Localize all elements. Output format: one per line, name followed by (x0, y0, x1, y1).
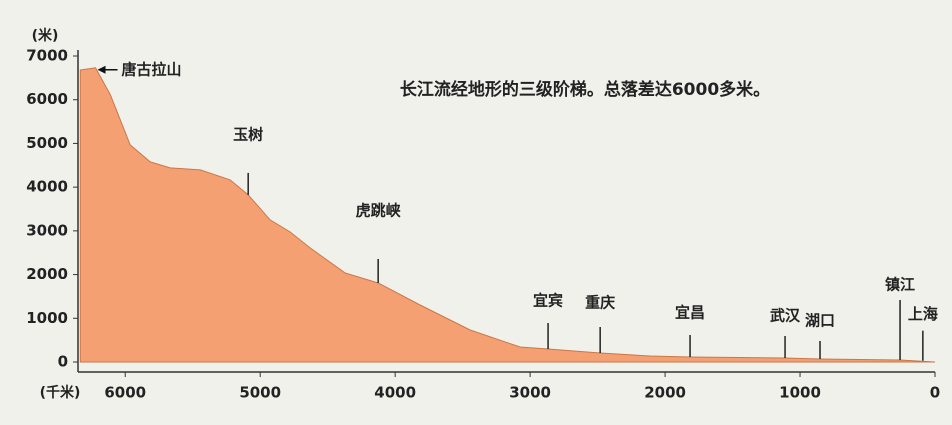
annotation-label: 宜昌 (675, 304, 705, 322)
annotation-label: 上海 (908, 305, 938, 323)
chart-title: 长江流经地形的三级阶梯。总落差达6000多米。 (400, 79, 770, 100)
x-tick-label: 2000 (644, 384, 686, 402)
area (79, 67, 936, 363)
annotation-label: 玉树 (233, 125, 263, 143)
y-tick-label: 6000 (26, 90, 68, 108)
x-tick-label: 6000 (104, 384, 146, 402)
x-axis-label: (千米) (40, 384, 81, 401)
y-tick-label: 5000 (26, 134, 68, 152)
y-tick-label: 1000 (26, 309, 68, 327)
annotation-label: 镇江 (885, 275, 915, 293)
y-tick-label: 2000 (26, 265, 68, 283)
x-tick-label: 0 (930, 384, 940, 402)
y-tick-label: 4000 (26, 178, 68, 196)
annotation-label: 湖口 (805, 311, 835, 329)
y-tick-label: 3000 (26, 221, 68, 239)
arrow-head (97, 65, 106, 74)
x-tick-label: 1000 (779, 384, 821, 402)
y-tick-label: 0 (58, 353, 68, 371)
annotation-label: 重庆 (585, 293, 615, 311)
x-tick-label: 3000 (509, 384, 551, 402)
x-tick-label: 4000 (374, 384, 416, 402)
y-axis-label: (米) (32, 27, 59, 44)
annotation-label: 虎跳峡 (356, 201, 402, 219)
x-tick-label: 5000 (239, 384, 281, 402)
annotation-label: 武汉 (770, 306, 801, 324)
annotation-label: 唐古拉山 (122, 60, 182, 78)
annotation-label: 宜宾 (533, 292, 563, 310)
y-tick-label: 7000 (26, 47, 68, 65)
